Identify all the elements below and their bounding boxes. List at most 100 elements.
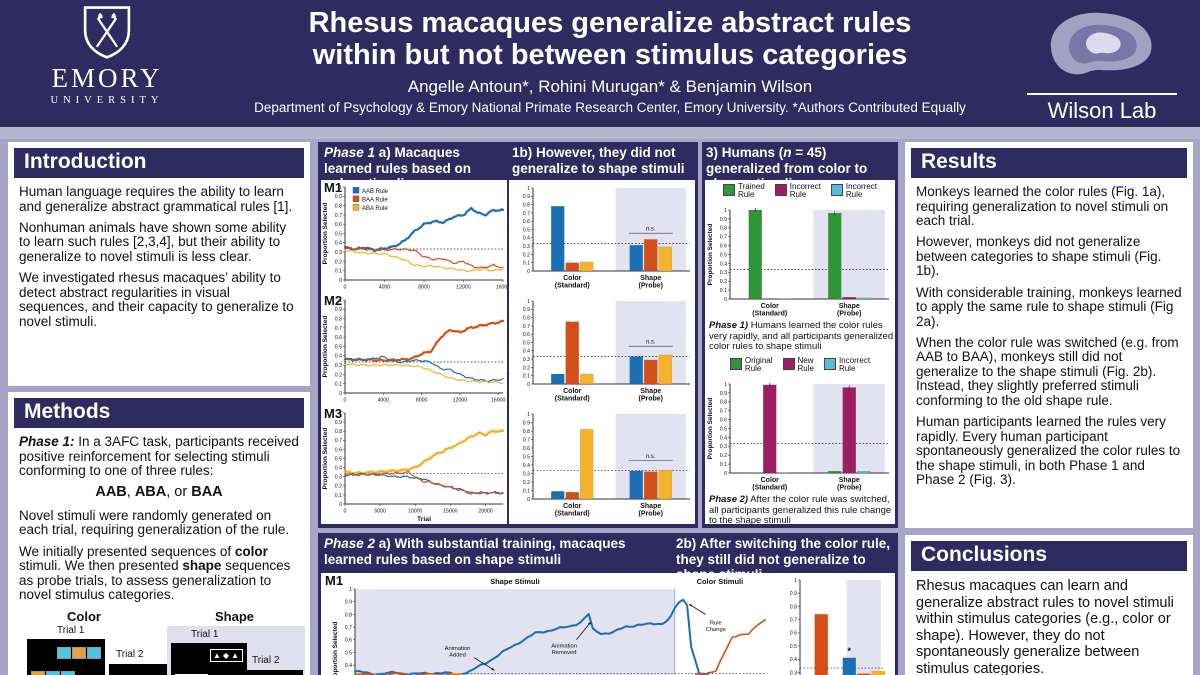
svg-text:0.2: 0.2	[720, 279, 727, 285]
wilson-lab-name: Wilson Lab	[1047, 98, 1157, 123]
svg-text:0.6: 0.6	[523, 332, 530, 338]
svg-text:20000: 20000	[478, 509, 493, 515]
svg-text:1: 1	[339, 411, 342, 417]
svg-text:BAA Rule: BAA Rule	[362, 197, 388, 203]
svg-text:0: 0	[339, 391, 342, 397]
svg-text:8000: 8000	[418, 285, 430, 291]
shape-stimuli-label: Shape	[215, 608, 255, 624]
svg-text:0.7: 0.7	[345, 625, 352, 631]
svg-text:1: 1	[794, 578, 797, 584]
svg-text:0.1: 0.1	[523, 488, 530, 494]
svg-text:0.3: 0.3	[720, 270, 727, 276]
svg-text:0.1: 0.1	[523, 261, 530, 267]
figure2-panel: Phase 2 a) With substantial training, ma…	[318, 533, 898, 675]
fig1b-chart-area: 0 0.1 0.2 0.3 0.4 0.5 0.6 0.7 0.8 0.9 1 Color (Stand…	[509, 180, 695, 524]
svg-text:0.1: 0.1	[335, 382, 342, 388]
poster-header: EMORY UNIVERSITY Rhesus macaques general…	[0, 0, 1200, 127]
svg-text:0.7: 0.7	[335, 438, 342, 444]
svg-text:(Probe): (Probe)	[639, 511, 664, 518]
legend-item: Incorrect Rule	[823, 356, 870, 374]
svg-text:0.4: 0.4	[523, 349, 530, 355]
svg-text:0: 0	[527, 382, 530, 388]
stimuli-examples: Color Shape Trial 1 Trial 2 Trial 1 ▲◆▲◆…	[19, 608, 305, 675]
methods-title: Methods	[14, 398, 304, 429]
svg-text:Color: Color	[761, 303, 780, 310]
svg-text:1: 1	[527, 299, 530, 305]
svg-text:0.9: 0.9	[790, 591, 797, 597]
svg-text:(Standard): (Standard)	[752, 311, 787, 318]
svg-text:0.6: 0.6	[790, 631, 797, 637]
svg-text:0.1: 0.1	[523, 374, 530, 380]
svg-text:4000: 4000	[378, 398, 390, 404]
monkey-label-m2: M2	[324, 293, 343, 308]
svg-text:Shape: Shape	[640, 388, 661, 395]
svg-text:0.9: 0.9	[345, 600, 352, 606]
svg-text:(Standard): (Standard)	[555, 283, 590, 290]
svg-text:Shape: Shape	[640, 503, 661, 510]
svg-text:0: 0	[344, 285, 347, 291]
svg-text:0.5: 0.5	[335, 231, 342, 237]
svg-text:0.4: 0.4	[790, 657, 797, 663]
svg-text:0.5: 0.5	[345, 650, 352, 656]
svg-text:Animation: Animation	[445, 646, 471, 652]
fig1a-m1-line-chart: 0 0.1 0.2 0.3 0.4 0.5 0.6 0.7 0.8 0.9 1 0 4000 8000 12…	[321, 181, 510, 298]
svg-text:0.4: 0.4	[335, 466, 342, 472]
svg-text:0.3: 0.3	[720, 444, 727, 450]
svg-text:10000: 10000	[408, 509, 423, 515]
svg-text:0.7: 0.7	[523, 324, 530, 330]
svg-text:0.3: 0.3	[523, 244, 530, 250]
svg-text:0.7: 0.7	[790, 618, 797, 624]
svg-text:16000: 16000	[491, 398, 506, 404]
results-paragraph: However, monkeys did not generalize betw…	[916, 234, 1162, 279]
methods-panel: Methods Phase 1: In a 3AFC task, partici…	[8, 392, 310, 675]
results-paragraph: Human participants learned the rules ver…	[916, 414, 1181, 487]
results-paragraph: When the color rule was switched (e.g. f…	[916, 335, 1179, 408]
legend-item: Incorrect Rule	[830, 182, 877, 200]
svg-text:15000: 15000	[443, 509, 458, 515]
svg-text:(Standard): (Standard)	[555, 511, 590, 518]
svg-text:0: 0	[527, 269, 530, 275]
svg-text:0.3: 0.3	[335, 475, 342, 481]
monkey-label-m1: M1	[324, 180, 343, 195]
svg-text:0.4: 0.4	[523, 236, 530, 242]
svg-text:1: 1	[527, 186, 530, 192]
svg-text:0.8: 0.8	[335, 204, 342, 210]
fig3-phase2-caption: Phase 2) After the color rule was switch…	[709, 494, 892, 527]
svg-text:(Probe): (Probe)	[639, 396, 664, 403]
conclusions-paragraph: Rhesus macaques can learn and generalize…	[916, 578, 1174, 675]
svg-text:0.2: 0.2	[523, 480, 530, 486]
svg-text:0.9: 0.9	[335, 307, 342, 313]
svg-text:0.3: 0.3	[790, 670, 797, 675]
svg-text:0.4: 0.4	[720, 261, 727, 267]
svg-text:0.5: 0.5	[335, 344, 342, 350]
brain-icon	[1050, 12, 1152, 75]
svg-text:0: 0	[724, 297, 727, 303]
color-trial1-stimulus	[27, 638, 105, 675]
svg-text:1: 1	[724, 208, 727, 214]
svg-text:0.7: 0.7	[335, 326, 342, 332]
fig3-phase2-legend: Original Rule New Rule Incorrect Rule	[705, 356, 895, 374]
svg-text:0.8: 0.8	[523, 316, 530, 322]
svg-text:0.6: 0.6	[720, 418, 727, 424]
authors-line: Angelle Antoun*, Rohini Murugan* & Benja…	[407, 76, 813, 96]
legend-swatch-icon	[823, 358, 836, 370]
svg-text:0.2: 0.2	[523, 252, 530, 258]
svg-text:(Probe): (Probe)	[837, 485, 862, 492]
svg-text:0.8: 0.8	[523, 429, 530, 435]
svg-text:0.3: 0.3	[335, 250, 342, 256]
svg-text:Proportion Selected: Proportion Selected	[322, 428, 329, 490]
svg-text:Shape: Shape	[839, 477, 860, 484]
svg-text:(Standard): (Standard)	[555, 396, 590, 403]
svg-text:*: *	[847, 646, 851, 656]
svg-text:Trial: Trial	[417, 516, 431, 523]
legend-item: Original Rule	[729, 356, 773, 374]
svg-text:0: 0	[339, 502, 342, 508]
fig1b-m2-bar-chart: 0 0.1 0.2 0.3 0.4 0.5 0.6 0.7 0.8 0.9 1 Color (Stand…	[509, 295, 695, 410]
trial-label: Trial 1	[57, 624, 85, 636]
svg-text:0.8: 0.8	[523, 203, 530, 209]
svg-text:0.8: 0.8	[720, 226, 727, 232]
svg-text:Shape Stimuli: Shape Stimuli	[490, 577, 540, 586]
svg-text:0.9: 0.9	[523, 194, 530, 200]
svg-text:0.6: 0.6	[523, 219, 530, 225]
